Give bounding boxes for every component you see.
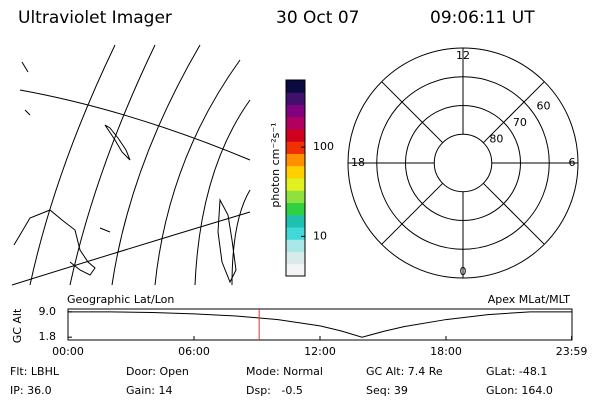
colorbar-frame [285,79,306,277]
color-segment [286,251,305,265]
color-segment [286,214,305,228]
mlt-label: 18 [351,156,365,169]
mlt-line [381,182,444,245]
color-segment [286,80,305,93]
coastline [13,209,96,276]
color-segment [286,263,305,277]
info-field: Dsp: -0.5 [246,384,303,397]
color-segment [286,92,305,105]
mlt-label: 0 [460,265,467,278]
info-field: GLon: 164.0 [486,384,553,397]
lat-label: 70 [513,116,527,129]
coastline [21,61,111,233]
lon-line [194,99,251,286]
title: Ultraviolet Imager [18,8,172,28]
color-segment [286,141,305,154]
color-segment [286,165,305,179]
info-field: IP: 36.0 [10,384,52,397]
lat-label: 60 [536,100,550,113]
map [11,44,251,286]
colorbar-label: photon cm⁻²s⁻¹ [269,122,282,207]
x-tick-label: 18:00 [430,345,462,358]
color-segment [286,153,305,167]
lon-line [69,44,156,286]
y-axis-label: GC Alt [11,308,24,343]
info-field: Mode: Normal [246,365,323,378]
altitude-plot: 1.8 9.0 00:00 06:00 12:00 18:00 23:59 [39,305,588,358]
mlt-label: 12 [456,49,470,62]
tick-label: 100 [313,140,334,153]
mlt-line [482,182,545,245]
color-segment [286,104,305,118]
info-field: Flt: LBHL [10,365,60,378]
info-panel: Flt: LBHL Door: Open Mode: Normal GC Alt: 7… [10,365,553,397]
mlt-label: 6 [569,156,576,169]
color-segment [286,227,305,240]
map-label: Geographic Lat/Lon [67,293,174,306]
color-segment [286,129,305,142]
info-field: GC Alt: 7.4 Re [366,365,443,378]
coastline [217,198,237,284]
color-segment [286,202,305,216]
x-tick-label: 06:00 [178,345,210,358]
color-segment [286,116,305,130]
polar-label: Apex MLat/MLT [488,293,571,306]
info-field: Gain: 14 [126,384,173,397]
mlt-line [482,81,545,144]
time: 09:06:11 UT [430,8,535,28]
lon-line [231,189,251,286]
mlt-line [381,81,444,144]
x-tick-label: 00:00 [52,345,84,358]
info-field: GLat: -48.1 [486,365,547,378]
lon-line [111,44,201,286]
date: 30 Oct 07 [276,8,359,28]
tick-label: 10 [313,229,327,242]
info-field: Door: Open [126,365,189,378]
colorbar: 10 100 [285,79,334,277]
y-tick-label: 1.8 [39,330,57,343]
color-segment [286,239,305,252]
lat-circle [433,133,493,193]
lon-line [154,59,241,286]
lat-label: 80 [489,133,503,146]
altitude-line [68,311,572,338]
coastline [104,124,131,161]
x-tick-label: 23:59 [556,345,588,358]
y-tick-label: 9.0 [39,305,57,318]
lat-line [19,89,251,161]
color-segment [286,190,305,203]
lon-line [29,44,116,286]
color-segment [286,178,305,191]
x-tick-label: 12:00 [304,345,336,358]
lat-line [11,211,251,286]
info-field: Seq: 39 [366,384,408,397]
